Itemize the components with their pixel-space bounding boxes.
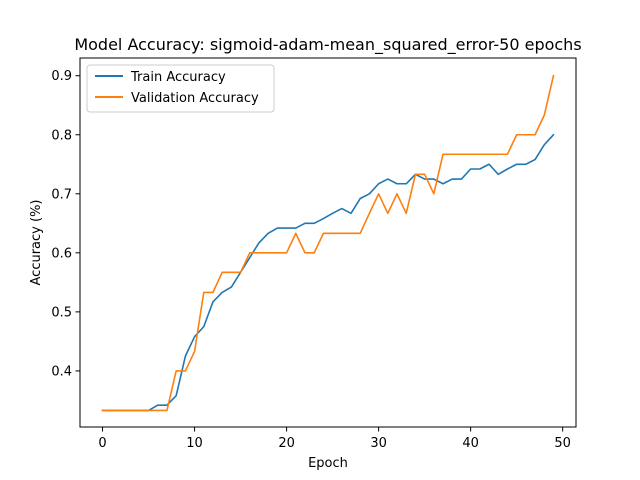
validation-accuracy-line <box>101 74 555 412</box>
y-tick-label: 0.9 <box>51 69 72 84</box>
y-tick-label: 0.7 <box>51 187 72 202</box>
legend-label-train: Train Accuracy <box>130 70 226 85</box>
axes-frame <box>79 57 577 428</box>
x-axis-ticks: 0 10 20 30 40 50 <box>98 427 571 451</box>
y-axis-label: Accuracy (%) <box>29 200 44 286</box>
x-axis-label: Epoch <box>308 456 348 471</box>
chart-title: Model Accuracy: sigmoid-adam-mean_square… <box>74 35 581 55</box>
legend-label-validation: Validation Accuracy <box>131 91 259 106</box>
x-tick-label: 10 <box>186 436 203 451</box>
legend-box <box>86 64 275 113</box>
y-tick-label: 0.4 <box>51 364 72 379</box>
y-axis-ticks: 0.4 0.5 0.6 0.7 0.8 0.9 <box>51 69 80 379</box>
y-tick-label: 0.5 <box>51 305 72 320</box>
train-accuracy-line <box>101 133 555 412</box>
x-tick-label: 20 <box>278 436 295 451</box>
plot-lines <box>101 74 555 412</box>
y-tick-label: 0.8 <box>51 128 72 143</box>
x-tick-label: 50 <box>554 436 571 451</box>
legend: Train Accuracy Validation Accuracy <box>86 64 275 113</box>
x-tick-label: 0 <box>98 436 106 451</box>
x-tick-label: 40 <box>462 436 479 451</box>
x-tick-label: 30 <box>370 436 387 451</box>
y-tick-label: 0.6 <box>51 246 72 261</box>
